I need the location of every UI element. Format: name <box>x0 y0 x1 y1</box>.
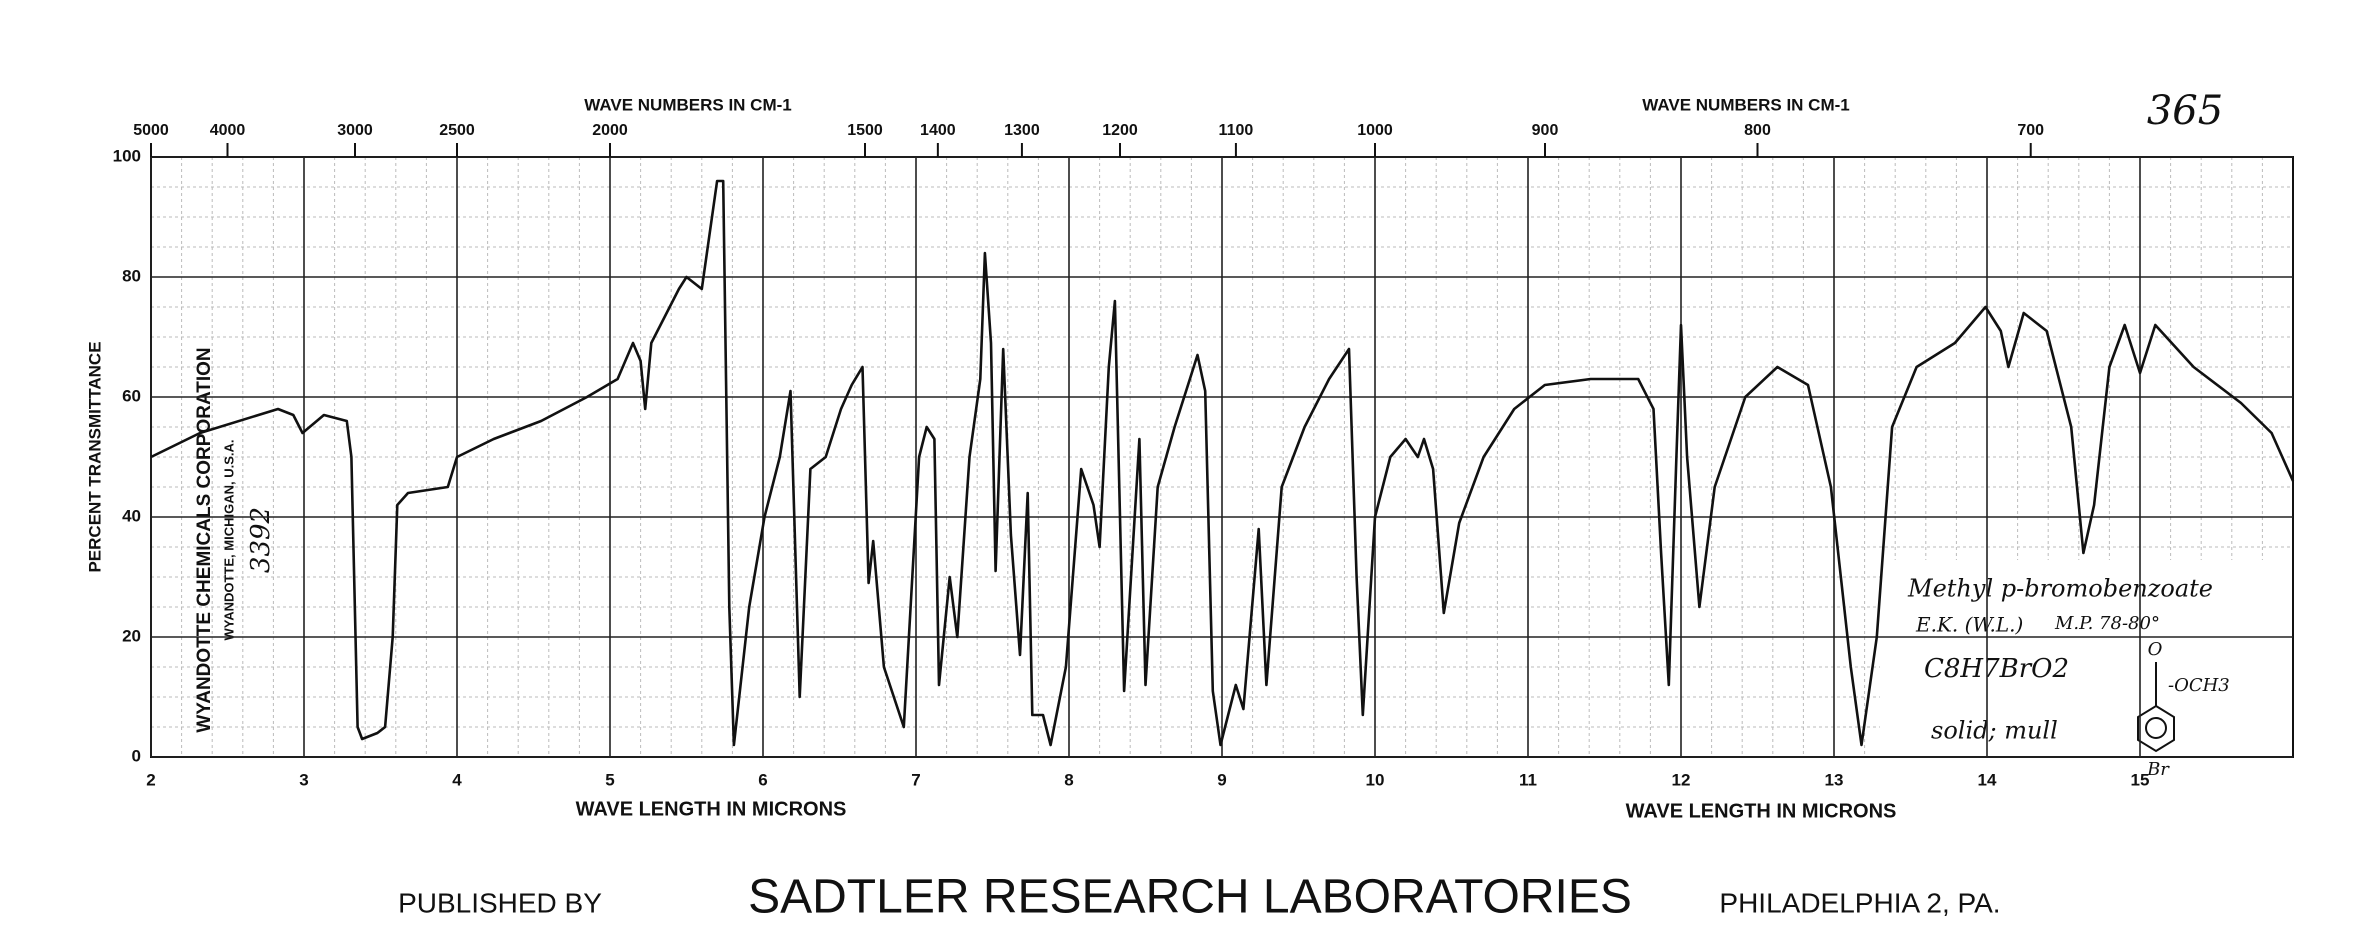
x-tick-label: 11 <box>1519 770 1537 789</box>
x-tick-label: 7 <box>911 770 920 789</box>
top-tick-label: 1100 <box>1219 122 1254 139</box>
top-tick-label: 1200 <box>1102 122 1138 139</box>
footer-publisher: SADTLER RESEARCH LABORATORIES <box>748 871 1632 924</box>
top-axis-label: WAVE NUMBERS IN CM-1 <box>584 95 791 114</box>
top-tick-label: 900 <box>1532 122 1559 139</box>
y-tick-label: 60 <box>122 386 141 405</box>
x-tick-label: 13 <box>1825 770 1844 789</box>
top-tick-label: 4000 <box>210 122 246 139</box>
source-line: WYANDOTTE, MICHIGAN, U.S.A. <box>221 439 236 640</box>
x-tick-label: 10 <box>1366 770 1385 789</box>
footer-text: PUBLISHED BY <box>398 887 602 918</box>
y-tick-label: 20 <box>122 626 141 645</box>
y-tick-label: 100 <box>113 146 141 165</box>
x-tick-label: 9 <box>1217 770 1226 789</box>
x-tick-label: 5 <box>605 770 614 789</box>
y-tick-label: 80 <box>122 266 141 285</box>
annotation: M.P. 78-80° <box>2054 613 2160 634</box>
top-tick-label: 1400 <box>920 122 956 139</box>
y-tick-label: 0 <box>132 746 141 765</box>
y-tick-label: 40 <box>122 506 141 525</box>
top-tick-label: 1300 <box>1004 122 1040 139</box>
top-tick-label: 3000 <box>337 122 373 139</box>
top-tick-label: 700 <box>2017 122 2044 139</box>
source-line: WYANDOTTE CHEMICALS CORPORATION <box>194 347 215 732</box>
x-axis-label: WAVE LENGTH IN MICRONS <box>1626 800 1897 822</box>
x-tick-label: 6 <box>758 770 767 789</box>
x-tick-label: 3 <box>299 770 308 789</box>
x-tick-label: 15 <box>2131 770 2150 789</box>
annotation-background <box>1880 560 2300 760</box>
top-tick-label: 1000 <box>1357 122 1393 139</box>
top-axis-label: WAVE NUMBERS IN CM-1 <box>1642 95 1849 114</box>
x-axis-label: WAVE LENGTH IN MICRONS <box>576 798 847 820</box>
annotation: C8H7BrO2 <box>1924 654 2069 684</box>
x-tick-label: 2 <box>146 770 155 789</box>
structure-label: Br <box>2146 759 2170 780</box>
top-tick-label: 2500 <box>439 122 475 139</box>
top-tick-label: 2000 <box>592 122 628 139</box>
annotation: E.K. (W.L.) <box>1915 613 2023 637</box>
y-axis-label: PERCENT TRANSMITTANCE <box>85 341 104 572</box>
annotation: Methyl p-bromobenzoate <box>1907 575 2213 603</box>
source-line: 3392 <box>246 507 276 573</box>
x-tick-label: 4 <box>452 770 462 789</box>
x-tick-label: 14 <box>1978 770 1997 789</box>
spectrum-line <box>150 179 2295 747</box>
structure-label: O <box>2148 639 2163 660</box>
footer-text: PHILADELPHIA 2, PA. <box>1719 887 2000 918</box>
spectrum-number: 365 <box>2147 88 2223 134</box>
x-tick-label: 12 <box>1672 770 1691 789</box>
structure-drawing <box>2137 662 2175 753</box>
annotation: solid; mull <box>1931 717 2058 745</box>
structure-label: -OCH3 <box>2168 675 2230 696</box>
top-tick-label: 800 <box>1744 122 1771 139</box>
top-tick-label: 1500 <box>847 122 883 139</box>
top-tick-label: 5000 <box>133 122 169 139</box>
x-tick-label: 8 <box>1064 770 1073 789</box>
